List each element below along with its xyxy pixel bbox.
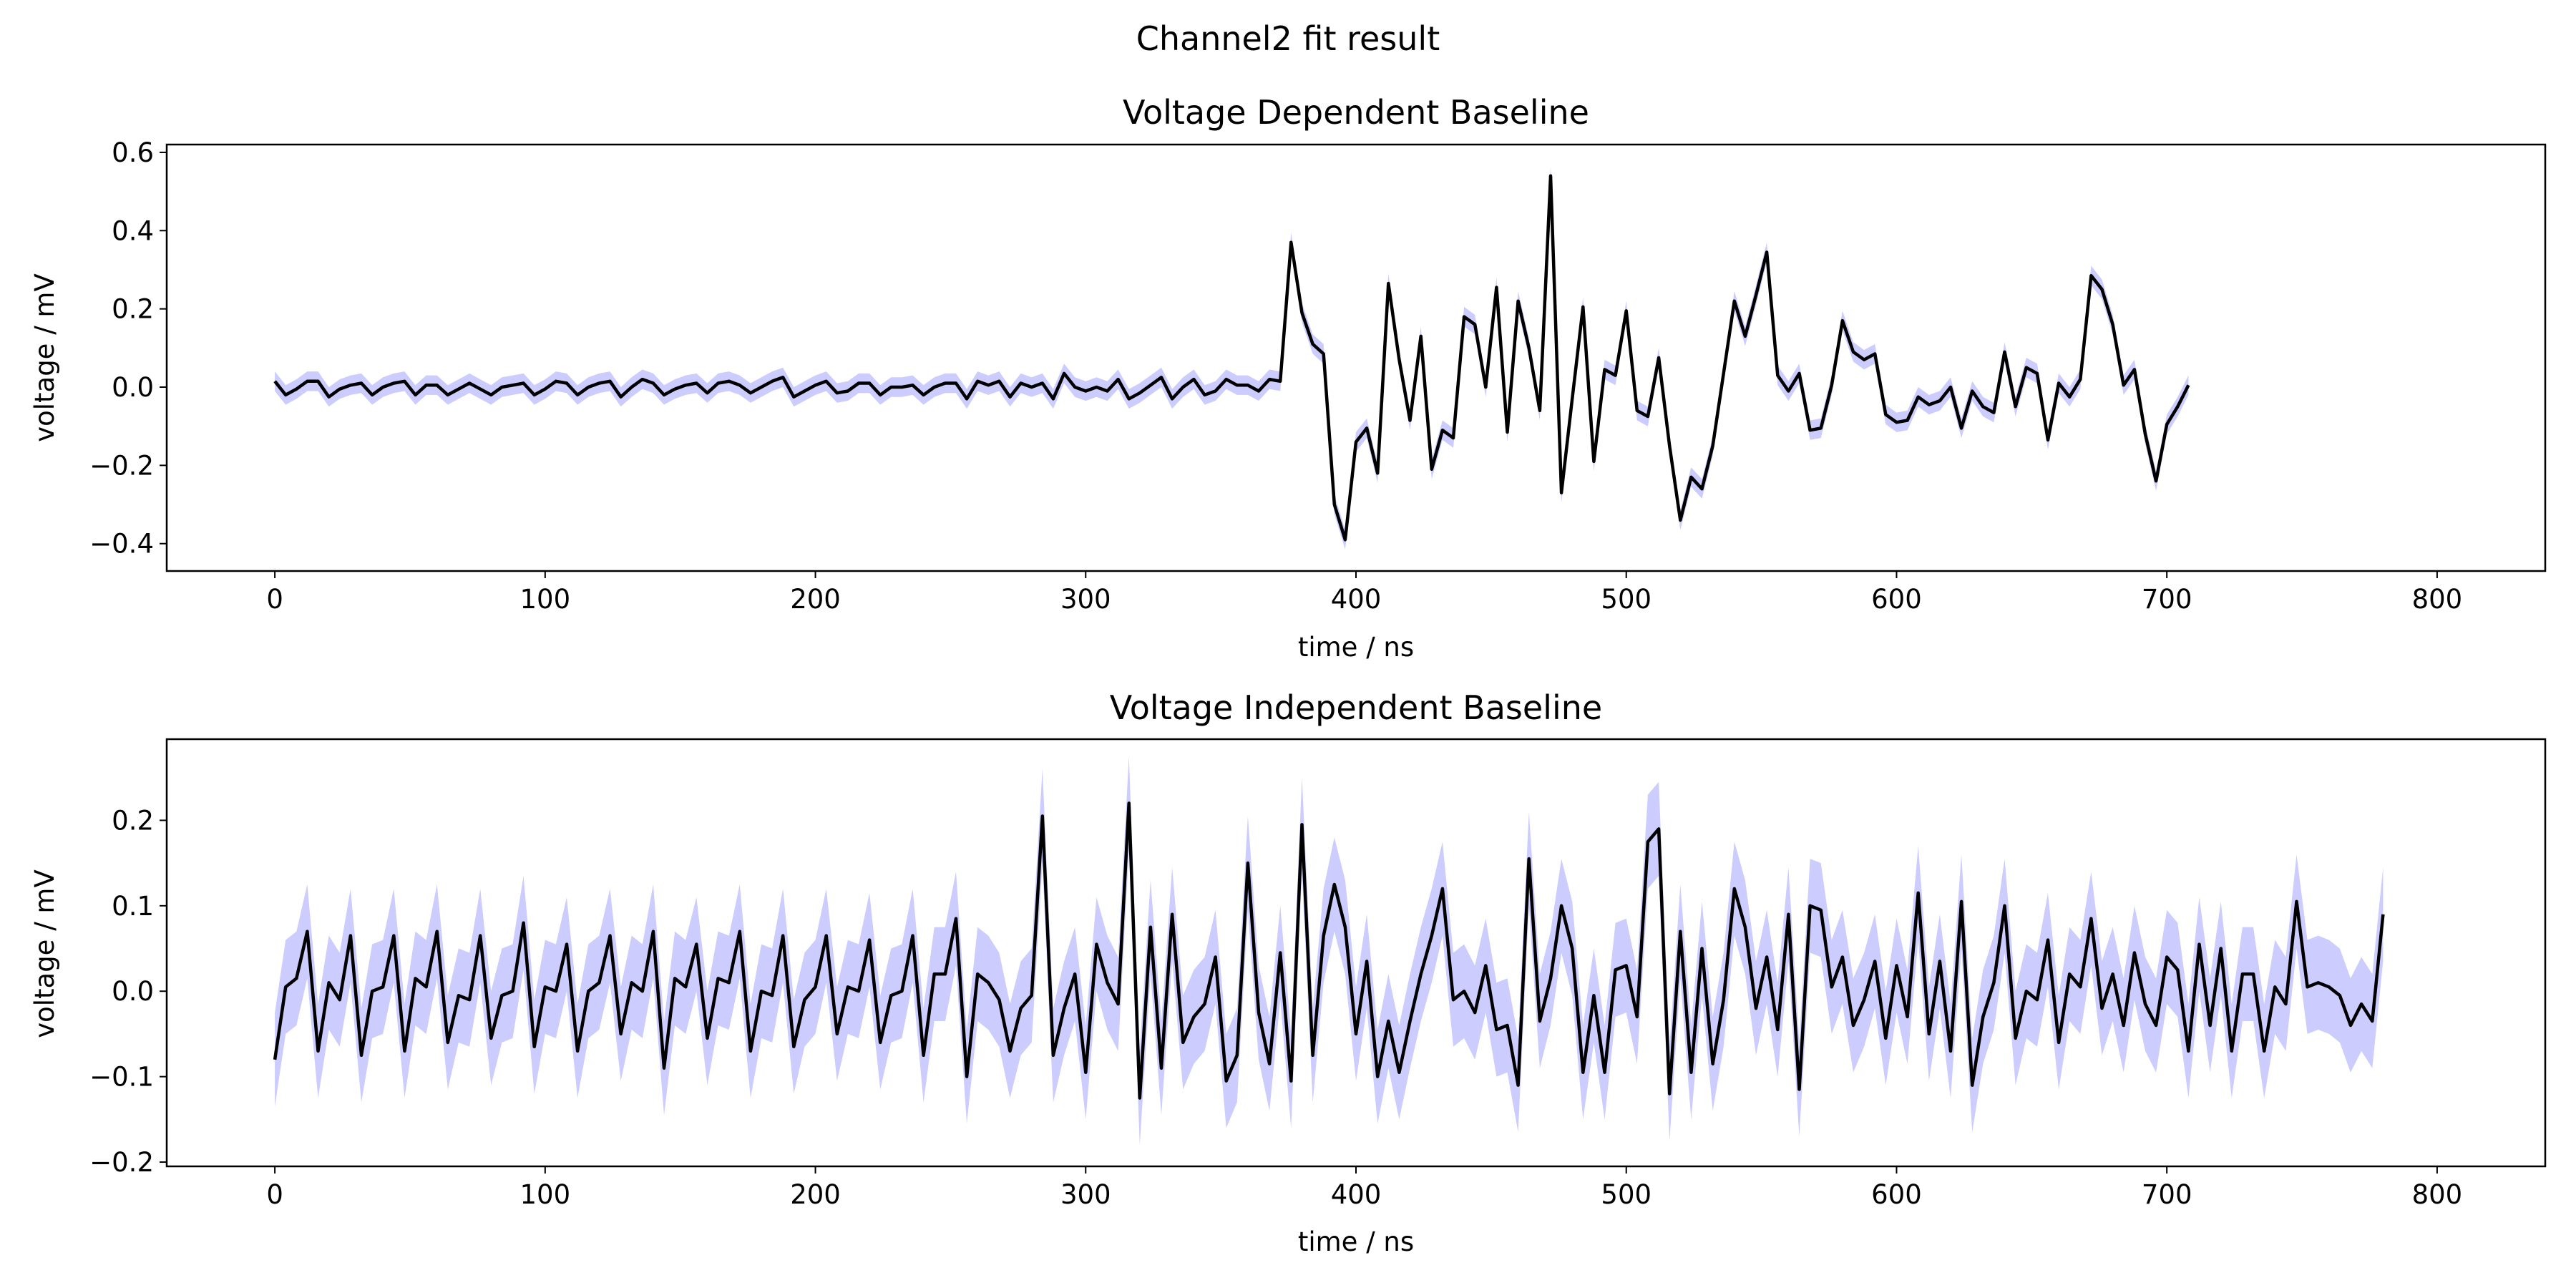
x-tick-label: 100 xyxy=(520,584,571,615)
chart-title: Voltage Dependent Baseline xyxy=(1123,93,1589,132)
x-tick-label: 200 xyxy=(790,584,841,615)
y-tick-label: 0.4 xyxy=(112,215,154,246)
series-line xyxy=(273,174,2190,542)
x-tick-label: 500 xyxy=(1601,584,1652,615)
x-tick-label: 0 xyxy=(266,1179,283,1210)
uncertainty-band xyxy=(275,756,2384,1146)
y-tick-label: 0.2 xyxy=(112,294,154,325)
plot-voltage-dependent-baseline: Voltage Dependent Baseline 0 100 200 300 400… xyxy=(29,93,2547,663)
x-tick-label: 0 xyxy=(266,584,283,615)
y-tick-label: −0.2 xyxy=(89,450,154,481)
x-tick-label: 700 xyxy=(2142,584,2192,615)
x-tick-label: 400 xyxy=(1331,584,1382,615)
x-tick-label: 300 xyxy=(1060,584,1111,615)
y-axis-label: voltage / mV xyxy=(29,869,60,1038)
series-line xyxy=(273,801,2385,1100)
y-tick-label: 0.2 xyxy=(112,805,154,836)
x-tick-label: 600 xyxy=(1871,1179,1922,1210)
plot-voltage-independent-baseline: Voltage Independent Baseline 0 100 200 300 4… xyxy=(29,688,2547,1257)
x-tick-label: 500 xyxy=(1601,1179,1652,1210)
y-tick-label: 0.0 xyxy=(112,372,154,403)
x-tick-label: 800 xyxy=(2412,1179,2463,1210)
x-tick-label: 800 xyxy=(2412,584,2463,615)
y-tick-label: −0.1 xyxy=(89,1062,154,1093)
y-tick-label: 0.0 xyxy=(112,976,154,1007)
y-tick-label: −0.2 xyxy=(89,1147,154,1178)
figure-suptitle: Channel2 fit result xyxy=(1136,19,1440,58)
x-tick-label: 600 xyxy=(1871,584,1922,615)
y-tick-label: 0.1 xyxy=(112,891,154,922)
x-tick-label: 400 xyxy=(1331,1179,1382,1210)
y-tick-label: −0.4 xyxy=(89,529,154,560)
chart-title: Voltage Independent Baseline xyxy=(1110,688,1602,727)
x-tick-label: 200 xyxy=(790,1179,841,1210)
x-axis-label: time / ns xyxy=(1298,632,1414,663)
y-axis-label: voltage / mV xyxy=(29,273,60,442)
y-tick-label: 0.6 xyxy=(112,137,154,168)
x-tick-label: 700 xyxy=(2142,1179,2192,1210)
x-tick-label: 100 xyxy=(520,1179,571,1210)
x-tick-label: 300 xyxy=(1060,1179,1111,1210)
x-axis-label: time / ns xyxy=(1298,1226,1414,1257)
